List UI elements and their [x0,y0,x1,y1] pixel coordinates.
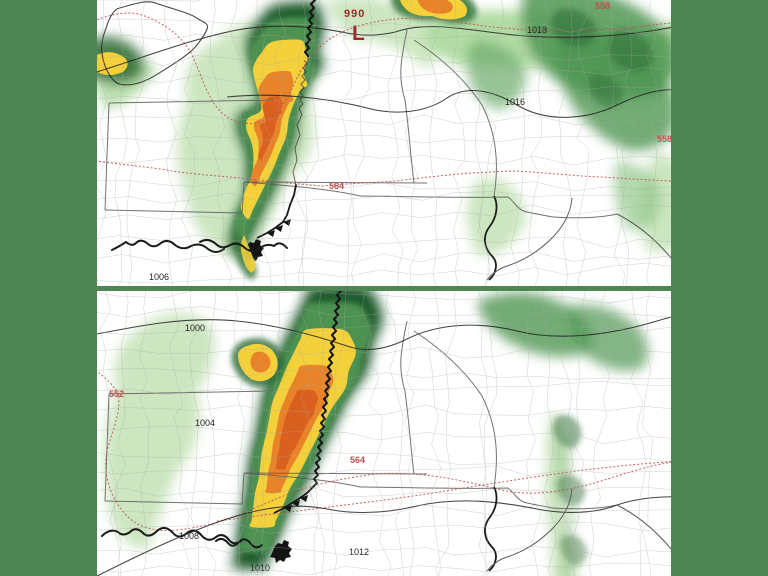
svg-text:564: 564 [350,455,365,465]
svg-text:990: 990 [344,8,365,20]
svg-text:558: 558 [595,1,610,11]
svg-text:1006: 1006 [149,272,169,282]
svg-text:1016: 1016 [505,97,525,107]
svg-text:564: 564 [329,181,344,191]
svg-text:1010: 1010 [250,563,270,573]
svg-text:L: L [352,22,365,45]
svg-text:552: 552 [109,389,124,399]
svg-text:558: 558 [657,134,671,144]
